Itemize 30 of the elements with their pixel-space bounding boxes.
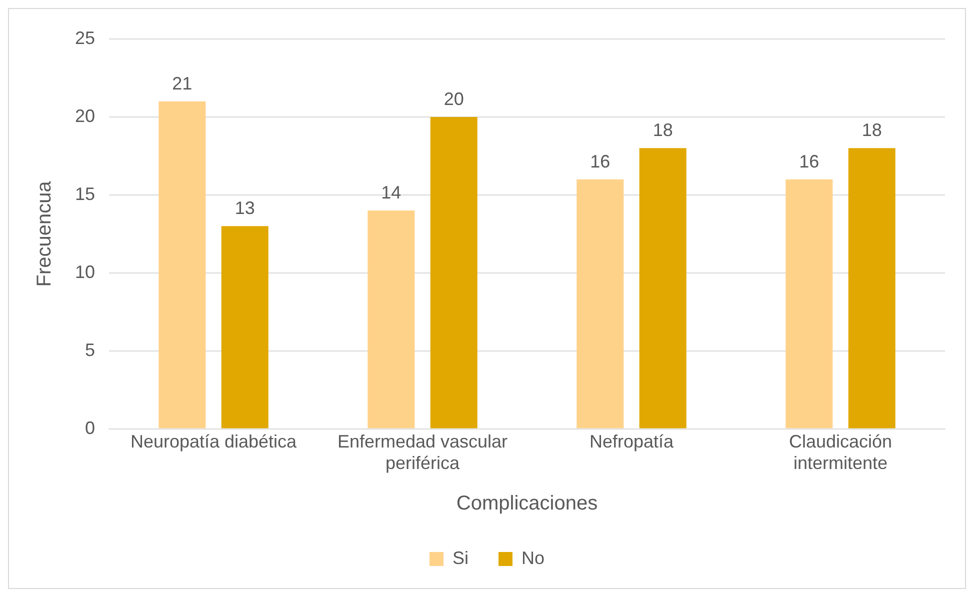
y-tick-label: 0 <box>85 418 96 438</box>
data-label: 18 <box>862 120 882 140</box>
data-label: 21 <box>172 73 192 94</box>
data-label: 16 <box>590 151 610 172</box>
y-tick-label: 10 <box>74 262 96 282</box>
y-tick-label: 20 <box>74 106 96 126</box>
bar <box>576 179 624 428</box>
x-tick-label: Neuropatía diabética <box>130 432 298 452</box>
data-label: 13 <box>234 198 255 218</box>
bar <box>430 116 478 428</box>
y-tick-label: 25 <box>74 28 96 48</box>
data-label: 20 <box>444 88 464 109</box>
x-axis-title: Complicaciones <box>456 492 598 515</box>
bar <box>786 179 833 428</box>
bar <box>158 101 206 428</box>
x-tick-label: Nefropatía <box>589 432 675 452</box>
y-tick-label: 15 <box>74 184 96 204</box>
y-axis-title: Frecuencua <box>34 180 56 287</box>
data-label: 18 <box>652 120 673 140</box>
bar <box>639 148 686 428</box>
x-tick-label: Enfermedad vascular periférica <box>337 432 508 474</box>
y-tick-label: 5 <box>85 340 96 360</box>
bar <box>368 210 415 428</box>
bar <box>221 226 268 428</box>
data-label: 16 <box>799 151 820 172</box>
data-label: 14 <box>381 182 402 202</box>
bar <box>848 148 896 428</box>
legend-label: Si <box>452 548 469 568</box>
legend-label: No <box>522 548 545 568</box>
x-tick-label: Claudicación intermitente <box>788 432 892 474</box>
